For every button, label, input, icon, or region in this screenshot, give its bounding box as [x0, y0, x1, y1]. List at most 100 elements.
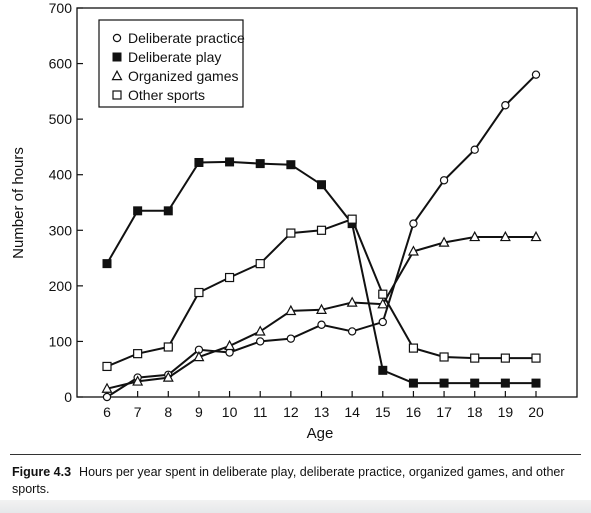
data-point-deliberate-play: [286, 160, 296, 170]
data-point-other-sports: [286, 228, 296, 238]
x-tick-label: 15: [375, 404, 391, 420]
legend-label-organized-games: Organized games: [128, 68, 239, 84]
legend-marker-deliberate-play: [112, 52, 122, 62]
series-other-sports: [102, 214, 541, 372]
y-tick-label: 700: [49, 0, 73, 16]
data-point-deliberate-practice: [317, 320, 326, 329]
data-point-organized-games: [438, 236, 450, 247]
legend: Deliberate practice Deliberate play Organi…: [98, 19, 245, 108]
legend-label-deliberate-play: Deliberate play: [128, 49, 221, 65]
x-tick-label: 17: [436, 404, 452, 420]
data-point-deliberate-practice: [102, 392, 112, 402]
x-tick-label: 10: [222, 404, 238, 420]
data-point-deliberate-practice: [470, 145, 479, 154]
legend-marker-organized-games: [111, 69, 123, 81]
figure-caption: Figure 4.3 Hours per year spent in delibe…: [12, 464, 580, 498]
data-point-deliberate-play: [531, 378, 541, 388]
data-point-other-sports: [439, 352, 449, 362]
page-edge: [0, 500, 591, 513]
data-point-organized-games: [132, 375, 144, 386]
data-point-organized-games: [530, 230, 542, 242]
data-point-deliberate-play: [408, 378, 418, 388]
y-tick-label: 600: [49, 56, 73, 72]
data-point-deliberate-practice: [347, 327, 357, 336]
data-point-organized-games: [315, 303, 328, 314]
y-tick-label: 300: [49, 222, 73, 238]
x-tick-label: 6: [103, 404, 111, 420]
x-tick-label: 16: [406, 404, 422, 420]
data-point-deliberate-play: [163, 206, 173, 216]
data-point-deliberate-play: [439, 378, 449, 388]
series-deliberate-practice: [102, 70, 541, 402]
x-tick-label: 18: [467, 404, 483, 420]
x-tick-label: 12: [283, 404, 299, 420]
data-point-other-sports: [133, 349, 143, 359]
y-tick-label: 0: [64, 389, 72, 405]
data-point-organized-games: [499, 230, 511, 242]
data-point-deliberate-play: [470, 378, 480, 388]
data-point-other-sports: [378, 289, 388, 299]
data-point-organized-games: [224, 339, 236, 351]
data-point-other-sports: [316, 225, 327, 235]
data-point-deliberate-practice: [439, 176, 449, 185]
data-point-deliberate-play: [500, 378, 510, 388]
data-point-deliberate-play: [378, 365, 388, 375]
data-point-deliberate-play: [102, 259, 112, 269]
data-point-deliberate-practice: [256, 337, 265, 346]
series-organized-games: [101, 230, 542, 393]
series-layer: [101, 70, 542, 402]
x-tick-label: 7: [134, 404, 142, 420]
legend-label-deliberate-practice: Deliberate practice: [128, 30, 245, 46]
caption-figure-label: Figure 4.3: [12, 465, 72, 479]
data-point-other-sports: [255, 259, 265, 269]
data-point-deliberate-play: [133, 206, 143, 216]
data-point-organized-games: [162, 371, 174, 382]
legend-label-other-sports: Other sports: [128, 87, 205, 103]
data-point-deliberate-play: [317, 180, 326, 190]
data-point-deliberate-practice: [531, 70, 541, 79]
legend-marker-deliberate-practice: [112, 33, 122, 43]
y-axis: 0 100 200 300 400 500 600 700: [49, 0, 83, 405]
data-point-other-sports: [347, 214, 357, 224]
data-point-other-sports: [194, 287, 204, 298]
data-point-organized-games: [407, 245, 419, 256]
data-point-other-sports: [102, 361, 112, 372]
y-tick-label: 200: [49, 278, 73, 294]
data-point-deliberate-practice: [501, 101, 510, 110]
data-point-other-sports: [470, 353, 480, 363]
x-axis: 6 7 8 9 10 11 12 13 14 15 16 17 18 19 20: [103, 391, 544, 420]
data-point-deliberate-play: [194, 157, 204, 167]
data-point-deliberate-practice: [409, 219, 418, 228]
x-tick-label: 8: [164, 404, 172, 420]
series-deliberate-play: [102, 157, 541, 388]
data-point-deliberate-practice: [286, 334, 296, 343]
data-point-organized-games: [346, 296, 358, 307]
line-chart: 0 100 200 300 400 500 600 700 6 7 8 9 10 11 12 13 14 15 1…: [10, 0, 578, 442]
y-tick-label: 400: [49, 167, 73, 183]
legend-marker-other-sports: [112, 90, 122, 100]
data-point-other-sports: [163, 342, 173, 352]
plot-frame-rect: [76, 7, 578, 398]
y-axis-title: Number of hours: [10, 147, 27, 259]
data-point-organized-games: [254, 325, 266, 336]
data-point-organized-games: [101, 382, 113, 393]
y-tick-label: 500: [49, 111, 73, 127]
x-tick-label: 14: [344, 404, 360, 420]
x-tick-label: 20: [528, 404, 544, 420]
caption-divider: [10, 454, 581, 455]
plot-frame: [76, 7, 578, 398]
data-point-deliberate-play: [225, 157, 235, 167]
data-point-other-sports: [408, 343, 419, 353]
data-point-other-sports: [500, 353, 510, 363]
y-tick-label: 100: [49, 333, 73, 349]
data-point-other-sports: [224, 272, 235, 283]
data-point-other-sports: [531, 353, 541, 363]
data-point-organized-games: [377, 298, 389, 309]
x-tick-label: 9: [195, 404, 203, 420]
x-tick-label: 11: [253, 404, 268, 420]
x-axis-title: Age: [307, 425, 334, 442]
x-tick-label: 13: [314, 404, 330, 420]
caption-text: Hours per year spent in deliberate play,…: [12, 465, 565, 496]
data-point-organized-games: [193, 350, 205, 362]
